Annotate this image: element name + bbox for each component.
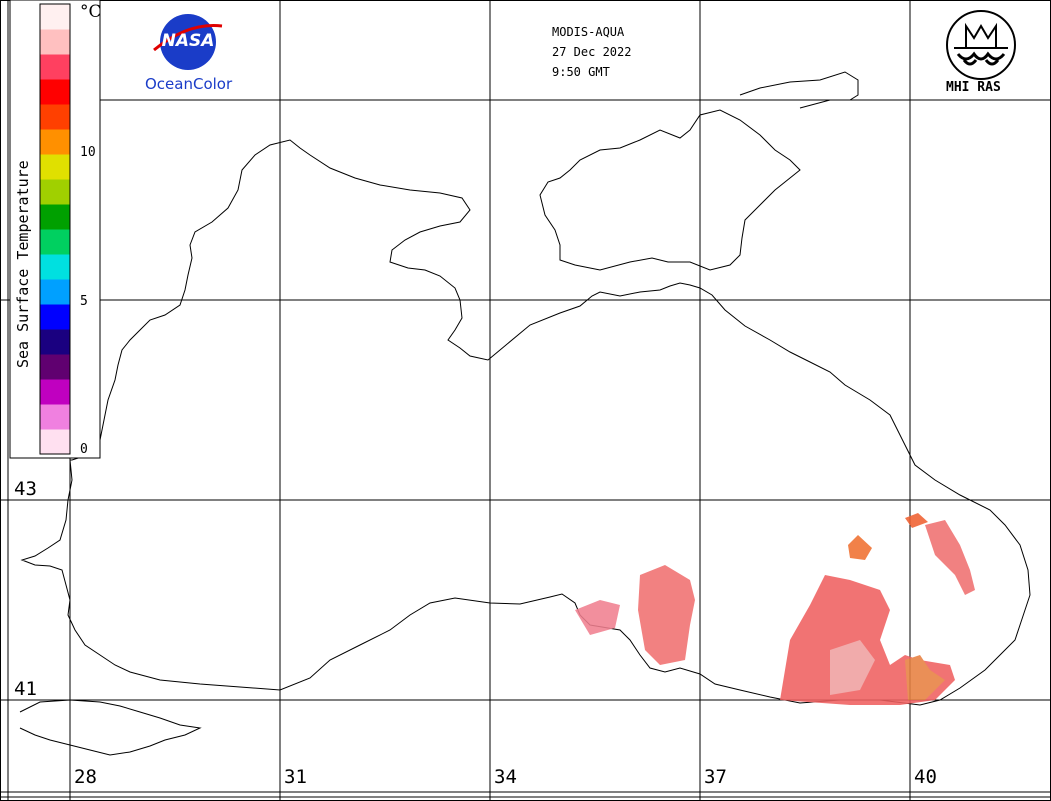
sst-patch-east-pink <box>830 640 875 695</box>
lon-label-28: 28 <box>74 766 97 788</box>
colorbar-band <box>40 154 70 180</box>
colorbar-band <box>40 104 70 130</box>
colorbar-band <box>40 29 70 55</box>
colorbar-band <box>40 304 70 330</box>
lon-label-37: 37 <box>704 766 727 788</box>
lat-label-41: 41 <box>14 678 37 700</box>
header: MODIS-AQUA 27 Dec 2022 9:50 GMT <box>552 22 631 82</box>
colorbar-tick-0: 0 <box>80 442 88 457</box>
lon-label-40: 40 <box>914 766 937 788</box>
time-label: 9:50 GMT <box>552 65 610 79</box>
colorbar-tick-10: 10 <box>80 145 96 160</box>
sst-data <box>575 513 975 705</box>
colorbar-band <box>40 329 70 355</box>
sst-patch-ne <box>925 520 975 595</box>
date-label: 27 Dec 2022 <box>552 45 632 59</box>
colorbar-tick-5: 5 <box>80 294 88 309</box>
sst-patch-west <box>575 600 620 635</box>
sst-patch-mid <box>638 565 695 665</box>
colorbar-band <box>40 179 70 205</box>
colorbar-band <box>40 204 70 230</box>
colorbar-band <box>40 354 70 380</box>
oceancolor-label: OceanColor <box>145 75 233 93</box>
sst-patch-ne2 <box>848 535 872 560</box>
satellite-label: MODIS-AQUA <box>552 25 625 39</box>
colorbar-band <box>40 379 70 405</box>
colorbar-band <box>40 279 70 305</box>
sst-patch-east-warm <box>905 655 945 700</box>
ruler-bottom <box>0 791 1051 798</box>
mhi-label: MHI RAS <box>946 80 1001 95</box>
colorbar-band <box>40 129 70 155</box>
mhi-logo <box>946 10 1016 80</box>
colorbar-unit: °C <box>80 2 102 22</box>
lon-label-34: 34 <box>494 766 517 788</box>
colorbar-title: Sea Surface Temperature <box>14 160 32 368</box>
nasa-logo-text: NASA <box>162 31 215 51</box>
colorbar-band <box>40 79 70 105</box>
coastline <box>20 139 1031 706</box>
sst-patch-ne3 <box>905 513 928 528</box>
lon-label-31: 31 <box>284 766 307 788</box>
lat-label-43: 43 <box>14 478 37 500</box>
colorbar-band <box>40 54 70 80</box>
colorbar-band <box>40 404 70 430</box>
colorbar <box>9 0 101 459</box>
colorbar-band <box>40 4 70 30</box>
colorbar-band <box>40 229 70 255</box>
colorbar-band <box>40 429 70 455</box>
nasa-logo: NASA <box>153 14 223 70</box>
colorbar-band <box>40 254 70 280</box>
